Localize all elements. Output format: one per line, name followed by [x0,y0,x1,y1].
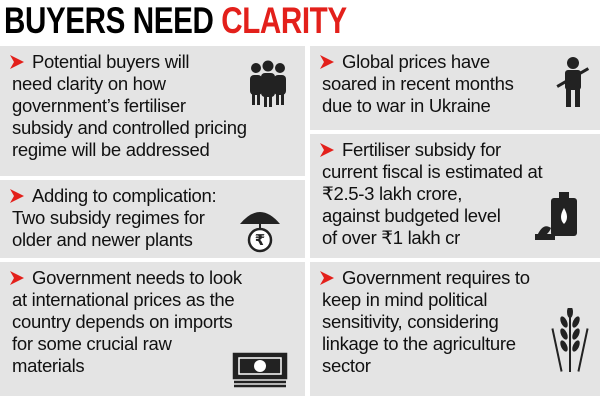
panel-text: sector [322,355,371,376]
icon [535,192,577,240]
panel-text: for some crucial raw [12,333,172,354]
panel-text: due to war in Ukraine [322,95,491,116]
panel-text: Two subsidy regimes for [12,207,205,228]
bullet-arrow [320,143,334,157]
bullet-arrow [10,189,24,203]
panel-text: materials [12,355,85,376]
panel-text: need clarity on how [12,73,166,94]
panel-text: Government needs to look [32,267,242,288]
panel-text: soared in recent months [322,73,514,94]
icon [232,352,288,388]
panel-text: government’s fertiliser [12,95,186,116]
info-panel: Potential buyers will need clarity on how… [0,46,305,176]
info-panel: Government needs to look at international… [0,262,305,396]
bullet-arrow [10,55,24,69]
panel-text: country depends on imports [12,311,233,332]
title: BUYERS NEED CLARITY [4,0,347,42]
info-panel: Government requires to keep in mind polit… [310,262,600,396]
panel-text: ₹2.5-3 lakh crore, [322,183,463,204]
bullet-arrow [320,55,334,69]
title-text: BUYERS NEED [4,0,214,41]
bullet-arrow [320,271,334,285]
panel-text: at international prices as the [12,289,235,310]
title-highlight: CLARITY [221,0,347,41]
panel-text: Adding to complication: [32,185,217,206]
bullet-arrow [10,271,24,285]
icon [556,57,590,107]
panel-text: current fiscal is estimated at [322,161,543,182]
panel-text: older and newer plants [12,229,193,250]
panel-text: keep in mind political [322,289,488,310]
info-panel: Fertiliser subsidy for current fiscal is … [310,134,600,258]
panel-text: linkage to the agriculture [322,333,516,354]
panel-text: subsidy and controlled pricing [12,117,247,138]
info-panel: Adding to complication: Two subsidy regim… [0,180,305,258]
info-panel: Global prices have soared in recent month… [310,46,600,130]
panel-text: regime will be addressed [12,139,210,160]
panel-text: Fertiliser subsidy for [342,139,501,160]
icon [250,60,286,107]
panel-text: of over ₹1 lakh cr [322,227,460,248]
panel-text: Global prices have [342,51,490,72]
icon [238,210,282,253]
panel-text: against budgeted level [322,205,501,226]
panel-text: Potential buyers will [32,51,190,72]
panel-text: sensitivity, considering [322,311,499,332]
icon [551,308,589,372]
panel-text: Government requires to [342,267,530,288]
